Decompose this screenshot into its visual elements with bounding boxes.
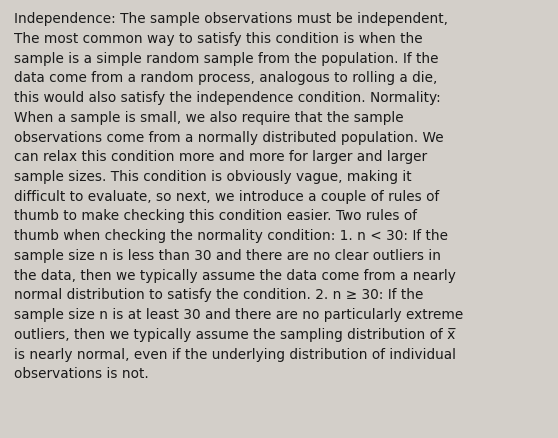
Text: Independence: The sample observations must be independent,
The most common way t: Independence: The sample observations mu… [14,12,463,380]
